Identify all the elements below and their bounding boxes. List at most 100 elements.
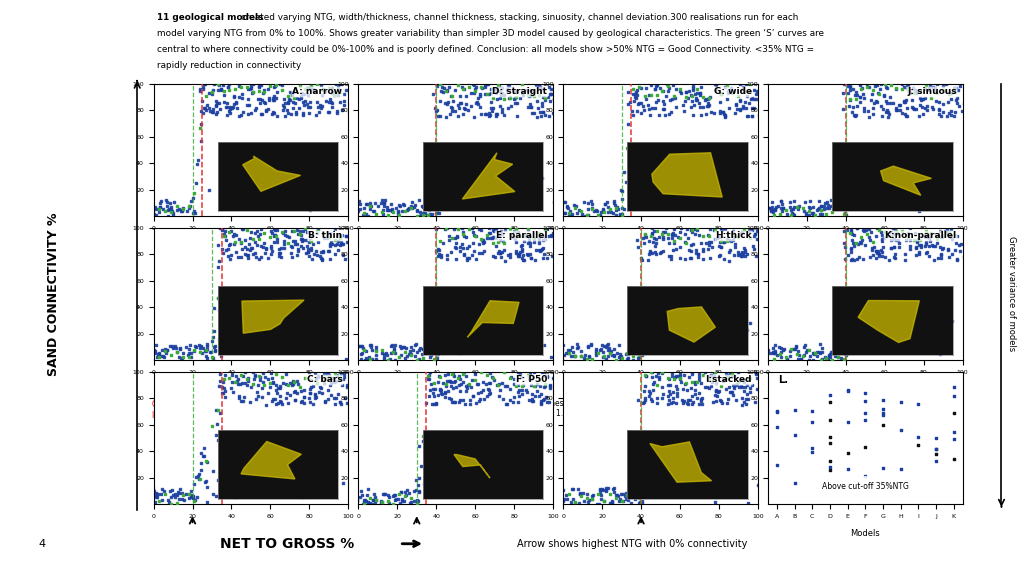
Point bbox=[561, 490, 578, 499]
Point bbox=[921, 84, 937, 93]
Point bbox=[812, 355, 828, 364]
Point bbox=[562, 345, 579, 354]
Point bbox=[332, 97, 348, 107]
Point bbox=[458, 232, 474, 241]
Point bbox=[264, 246, 281, 255]
Point bbox=[275, 378, 292, 388]
Point bbox=[516, 256, 532, 265]
Point bbox=[508, 248, 524, 257]
Point bbox=[311, 108, 328, 117]
Point bbox=[302, 245, 318, 255]
Point bbox=[317, 396, 334, 406]
Point bbox=[153, 489, 169, 498]
Point bbox=[735, 377, 752, 386]
Point bbox=[247, 229, 263, 238]
Point bbox=[547, 105, 563, 114]
Point bbox=[885, 223, 901, 233]
Point bbox=[247, 372, 263, 381]
Point bbox=[338, 85, 354, 94]
Point bbox=[377, 196, 393, 205]
Point bbox=[160, 205, 176, 214]
Point bbox=[193, 465, 209, 475]
Point bbox=[653, 247, 670, 256]
Point bbox=[182, 352, 199, 361]
Point bbox=[496, 90, 512, 100]
Point bbox=[310, 225, 327, 234]
Point bbox=[784, 204, 801, 214]
Point bbox=[900, 85, 916, 94]
Point bbox=[354, 348, 371, 358]
Point bbox=[812, 348, 828, 357]
Point bbox=[282, 96, 298, 105]
Point bbox=[232, 111, 249, 120]
Point bbox=[945, 392, 962, 401]
Point bbox=[562, 211, 579, 221]
Point bbox=[427, 399, 443, 408]
Point bbox=[318, 370, 335, 379]
Point bbox=[790, 347, 806, 356]
Point bbox=[685, 110, 701, 119]
Point bbox=[426, 400, 442, 409]
Point bbox=[468, 399, 484, 408]
Point bbox=[728, 381, 744, 390]
Point bbox=[545, 229, 561, 238]
Point bbox=[388, 494, 404, 503]
Point bbox=[949, 85, 966, 94]
Point bbox=[556, 351, 572, 360]
Point bbox=[170, 487, 186, 497]
Point bbox=[827, 197, 844, 206]
Point bbox=[465, 392, 481, 401]
Point bbox=[535, 244, 551, 253]
Point bbox=[950, 101, 967, 111]
Point bbox=[835, 88, 851, 97]
Point bbox=[838, 223, 854, 232]
Point bbox=[437, 370, 454, 379]
Point bbox=[644, 385, 660, 395]
Point bbox=[525, 367, 542, 377]
Point bbox=[466, 230, 482, 240]
Point bbox=[623, 346, 639, 355]
Point bbox=[743, 111, 760, 120]
Point bbox=[471, 248, 487, 257]
Point bbox=[289, 377, 305, 386]
Point bbox=[494, 108, 510, 117]
Point bbox=[821, 352, 838, 361]
Text: rapidly reduction in connectivity: rapidly reduction in connectivity bbox=[157, 61, 301, 70]
Point bbox=[332, 233, 348, 242]
Point bbox=[553, 354, 569, 363]
Point bbox=[635, 233, 651, 242]
Point bbox=[173, 206, 189, 215]
Point bbox=[206, 327, 222, 336]
Point bbox=[654, 369, 671, 378]
Point bbox=[730, 92, 746, 101]
Point bbox=[443, 248, 460, 257]
Point bbox=[360, 211, 377, 220]
Point bbox=[600, 344, 616, 353]
Point bbox=[687, 95, 703, 104]
Point bbox=[244, 344, 260, 354]
Point bbox=[151, 349, 167, 358]
Point bbox=[511, 385, 527, 395]
Point bbox=[918, 240, 934, 249]
Point bbox=[443, 104, 460, 113]
Point bbox=[489, 109, 506, 118]
Point bbox=[614, 497, 631, 506]
Point bbox=[953, 240, 970, 249]
Point bbox=[375, 209, 391, 218]
Point bbox=[683, 240, 699, 249]
Point bbox=[290, 333, 306, 342]
Point bbox=[258, 244, 274, 253]
Point bbox=[245, 234, 261, 243]
Point bbox=[505, 233, 521, 242]
Point bbox=[663, 252, 679, 261]
Point bbox=[608, 348, 625, 357]
Point bbox=[633, 108, 649, 118]
Point bbox=[857, 396, 873, 406]
Point bbox=[429, 244, 445, 253]
Point bbox=[604, 499, 621, 508]
Point bbox=[510, 388, 526, 397]
Point bbox=[460, 105, 476, 115]
Point bbox=[859, 79, 876, 89]
Point bbox=[482, 111, 499, 120]
Point bbox=[731, 382, 748, 391]
